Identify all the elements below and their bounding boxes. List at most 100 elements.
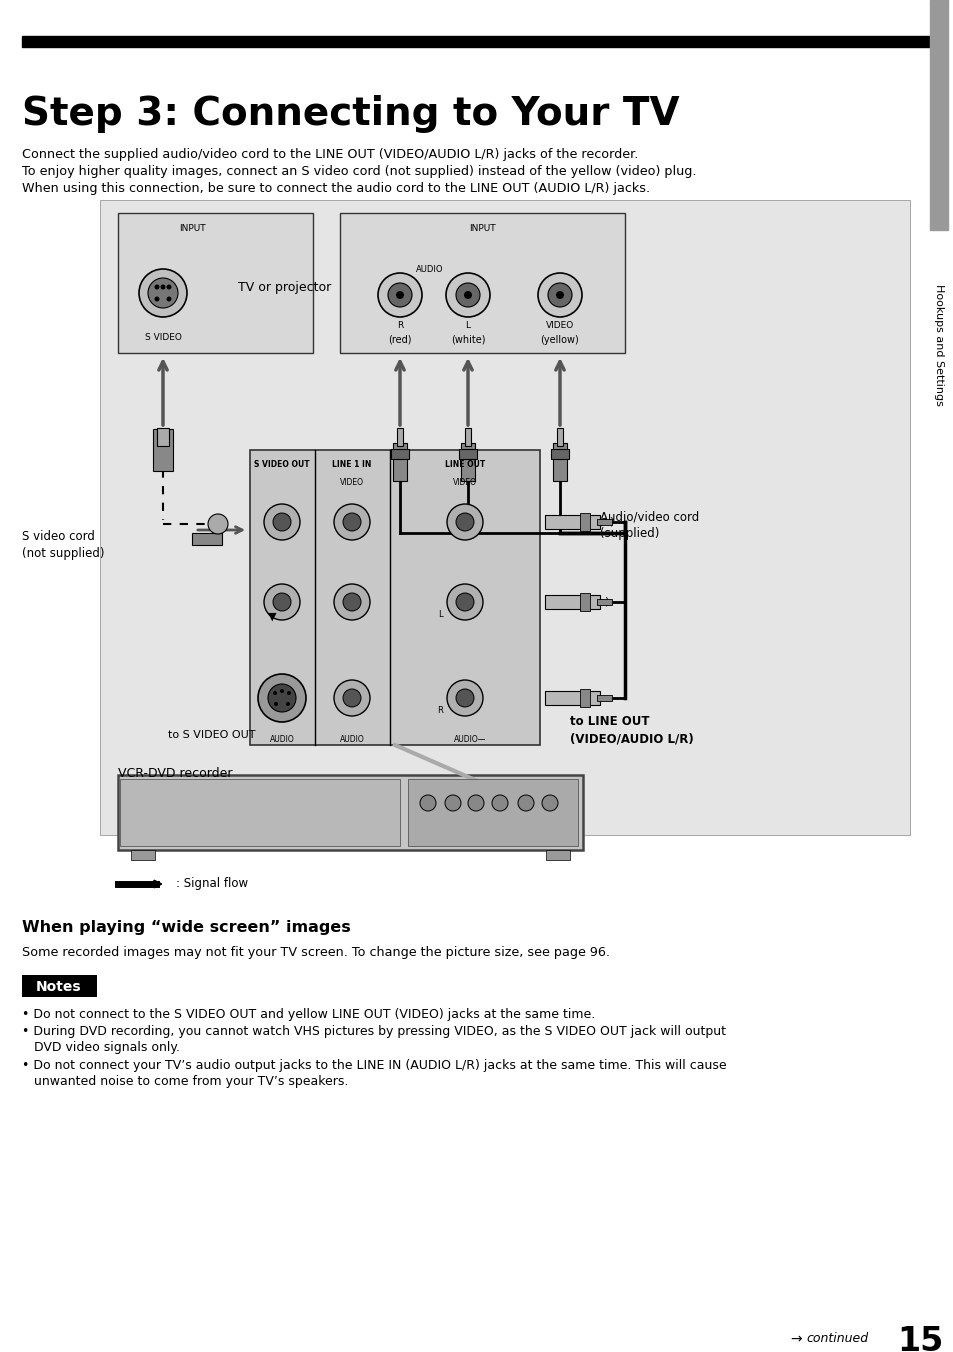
Bar bbox=[545, 850, 569, 860]
Bar bbox=[551, 449, 568, 458]
Text: L: L bbox=[438, 610, 442, 619]
Circle shape bbox=[148, 279, 178, 308]
Circle shape bbox=[139, 269, 187, 316]
Text: AUDIO: AUDIO bbox=[270, 735, 294, 744]
Circle shape bbox=[456, 512, 474, 531]
Bar bbox=[579, 594, 589, 611]
Text: (red): (red) bbox=[569, 694, 597, 703]
Bar bbox=[22, 37, 929, 47]
Text: Audio/video cord
(supplied): Audio/video cord (supplied) bbox=[599, 510, 699, 539]
Circle shape bbox=[273, 594, 291, 611]
Text: (yellow): (yellow) bbox=[540, 335, 578, 345]
Text: (VIDEO/AUDIO L/R): (VIDEO/AUDIO L/R) bbox=[569, 733, 693, 746]
Text: ▼: ▼ bbox=[268, 612, 276, 622]
Circle shape bbox=[154, 284, 159, 289]
Circle shape bbox=[444, 795, 460, 811]
Circle shape bbox=[334, 680, 370, 717]
Text: S VIDEO: S VIDEO bbox=[145, 333, 181, 342]
Bar bbox=[339, 214, 624, 353]
Circle shape bbox=[343, 512, 360, 531]
Bar bbox=[544, 515, 599, 529]
Circle shape bbox=[492, 795, 507, 811]
Text: LINE OUT: LINE OUT bbox=[444, 460, 485, 469]
Bar bbox=[396, 429, 402, 446]
Bar bbox=[553, 443, 566, 481]
Bar bbox=[544, 691, 599, 704]
Text: VIDEO: VIDEO bbox=[339, 479, 364, 487]
Text: Hookups and Settings: Hookups and Settings bbox=[933, 284, 943, 406]
Text: S video cord
(not supplied): S video cord (not supplied) bbox=[22, 530, 105, 560]
Circle shape bbox=[446, 273, 490, 316]
Text: L: L bbox=[465, 320, 470, 330]
Text: S VIDEO OUT: S VIDEO OUT bbox=[253, 460, 310, 469]
Text: INPUT: INPUT bbox=[178, 224, 205, 233]
Bar bbox=[408, 779, 578, 846]
Text: Some recorded images may not fit your TV screen. To change the picture size, see: Some recorded images may not fit your TV… bbox=[22, 946, 609, 959]
Text: R: R bbox=[396, 320, 403, 330]
Text: (white): (white) bbox=[569, 598, 609, 607]
Text: to S VIDEO OUT: to S VIDEO OUT bbox=[168, 730, 255, 740]
Circle shape bbox=[541, 795, 558, 811]
Bar bbox=[192, 533, 222, 545]
Text: DVD video signals only.: DVD video signals only. bbox=[34, 1041, 180, 1055]
Circle shape bbox=[287, 691, 291, 695]
Circle shape bbox=[286, 702, 290, 706]
Text: : Signal flow: : Signal flow bbox=[175, 877, 248, 891]
Text: TV or projector: TV or projector bbox=[237, 281, 331, 295]
Text: (white): (white) bbox=[450, 335, 485, 345]
Circle shape bbox=[377, 273, 421, 316]
Circle shape bbox=[419, 795, 436, 811]
Circle shape bbox=[463, 291, 472, 299]
Bar bbox=[118, 775, 582, 850]
Text: Notes: Notes bbox=[36, 980, 82, 994]
Text: To enjoy higher quality images, connect an S video cord (not supplied) instead o: To enjoy higher quality images, connect … bbox=[22, 165, 696, 178]
Text: continued: continued bbox=[805, 1332, 867, 1345]
Text: to LINE OUT: to LINE OUT bbox=[569, 715, 649, 727]
Circle shape bbox=[388, 283, 412, 307]
Circle shape bbox=[257, 675, 306, 722]
Bar bbox=[597, 695, 612, 700]
Bar bbox=[544, 595, 599, 608]
Bar bbox=[393, 443, 407, 481]
Circle shape bbox=[537, 273, 581, 316]
Circle shape bbox=[447, 584, 482, 621]
Circle shape bbox=[154, 296, 159, 301]
Text: 15: 15 bbox=[896, 1325, 943, 1352]
Text: VIDEO: VIDEO bbox=[453, 479, 476, 487]
Text: Connect the supplied audio/video cord to the LINE OUT (VIDEO/AUDIO L/R) jacks of: Connect the supplied audio/video cord to… bbox=[22, 147, 638, 161]
Text: AUDIO—: AUDIO— bbox=[454, 735, 486, 744]
Text: AUDIO: AUDIO bbox=[416, 265, 443, 274]
Text: • Do not connect your TV’s audio output jacks to the LINE IN (AUDIO L/R) jacks a: • Do not connect your TV’s audio output … bbox=[22, 1059, 726, 1072]
Circle shape bbox=[274, 702, 277, 706]
Circle shape bbox=[280, 690, 284, 694]
Circle shape bbox=[208, 514, 228, 534]
Circle shape bbox=[468, 795, 483, 811]
Text: When playing “wide screen” images: When playing “wide screen” images bbox=[22, 919, 351, 936]
Circle shape bbox=[264, 504, 299, 539]
Circle shape bbox=[264, 584, 299, 621]
Circle shape bbox=[268, 684, 295, 713]
Bar bbox=[391, 449, 409, 458]
Circle shape bbox=[447, 504, 482, 539]
Bar bbox=[929, 0, 947, 230]
Circle shape bbox=[556, 291, 563, 299]
Text: VIDEO: VIDEO bbox=[545, 320, 574, 330]
Bar bbox=[131, 850, 154, 860]
Circle shape bbox=[167, 296, 172, 301]
Text: AUDIO: AUDIO bbox=[339, 735, 364, 744]
Circle shape bbox=[334, 504, 370, 539]
Text: • During DVD recording, you cannot watch VHS pictures by pressing VIDEO, as the : • During DVD recording, you cannot watch… bbox=[22, 1025, 725, 1038]
Text: VCR-DVD recorder: VCR-DVD recorder bbox=[118, 767, 233, 780]
Bar bbox=[118, 214, 313, 353]
Circle shape bbox=[273, 512, 291, 531]
Bar bbox=[579, 690, 589, 707]
Bar bbox=[152, 429, 172, 470]
Circle shape bbox=[343, 690, 360, 707]
Bar bbox=[458, 449, 476, 458]
Text: Step 3: Connecting to Your TV: Step 3: Connecting to Your TV bbox=[22, 95, 679, 132]
Circle shape bbox=[167, 284, 172, 289]
Bar bbox=[557, 429, 562, 446]
Circle shape bbox=[160, 284, 165, 289]
Text: • Do not connect to the S VIDEO OUT and yellow LINE OUT (VIDEO) jacks at the sam: • Do not connect to the S VIDEO OUT and … bbox=[22, 1009, 595, 1021]
Bar bbox=[250, 450, 539, 745]
